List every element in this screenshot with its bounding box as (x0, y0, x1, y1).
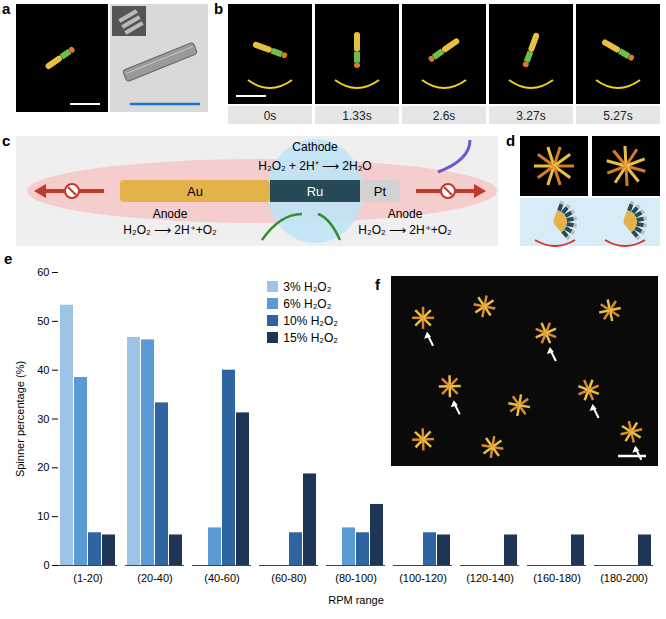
html-text:3% H₂O₂: 3% H₂O₂ (283, 279, 332, 294)
svg-text:(100-120): (100-120) (399, 572, 447, 584)
html-text:e: e (4, 250, 13, 267)
svg-text:(180-200): (180-200) (600, 572, 648, 584)
svg-text:Anode: Anode (388, 207, 423, 221)
svg-text:0: 0 (43, 559, 49, 571)
svg-text:H₂O₂ ⟶ 2H⁺+O₂: H₂O₂ ⟶ 2H⁺+O₂ (123, 223, 217, 237)
svg-text:2.6s: 2.6s (433, 109, 456, 123)
svg-text:5.27s: 5.27s (603, 109, 632, 123)
svg-text:60: 60 (37, 266, 49, 278)
svg-text:Spinner percentage (%): Spinner percentage (%) (14, 361, 26, 477)
svg-text:(120-140): (120-140) (466, 572, 514, 584)
html-text:f: f (375, 276, 380, 293)
svg-text:c: c (2, 132, 10, 149)
html-text:10% H₂O₂: 10% H₂O₂ (283, 313, 338, 328)
svg-text:(1-20): (1-20) (73, 572, 102, 584)
svg-text:a: a (2, 0, 11, 17)
svg-text:3.27s: 3.27s (516, 109, 545, 123)
svg-text:Au: Au (187, 184, 203, 199)
svg-text:H₂O₂ ⟶ 2H⁺+O₂: H₂O₂ ⟶ 2H⁺+O₂ (358, 223, 452, 237)
svg-text:(40-60): (40-60) (204, 572, 239, 584)
svg-text:H₂O₂ + 2H⁺ ⟶ 2H₂O: H₂O₂ + 2H⁺ ⟶ 2H₂O (258, 159, 371, 173)
svg-text:0s: 0s (264, 109, 277, 123)
svg-text:30: 30 (37, 413, 49, 425)
svg-text:(60-80): (60-80) (271, 572, 306, 584)
svg-text:b: b (214, 0, 223, 17)
svg-text:(160-180): (160-180) (533, 572, 581, 584)
svg-text:RPM range: RPM range (328, 594, 384, 606)
svg-text:Ru: Ru (307, 184, 324, 199)
svg-text:40: 40 (37, 364, 49, 376)
svg-text:50: 50 (37, 315, 49, 327)
html-text:15% H₂O₂: 15% H₂O₂ (283, 330, 338, 345)
svg-text:10: 10 (37, 510, 49, 522)
svg-text:Pt: Pt (374, 184, 387, 199)
svg-text:d: d (506, 132, 515, 149)
svg-text:20: 20 (37, 461, 49, 473)
svg-text:(20-40): (20-40) (137, 572, 172, 584)
svg-text:Anode: Anode (153, 207, 188, 221)
svg-text:1.33s: 1.33s (342, 109, 371, 123)
html-text:6% H₂O₂: 6% H₂O₂ (283, 296, 332, 311)
svg-text:Cathode: Cathode (292, 140, 338, 154)
svg-text:(80-100): (80-100) (335, 572, 377, 584)
